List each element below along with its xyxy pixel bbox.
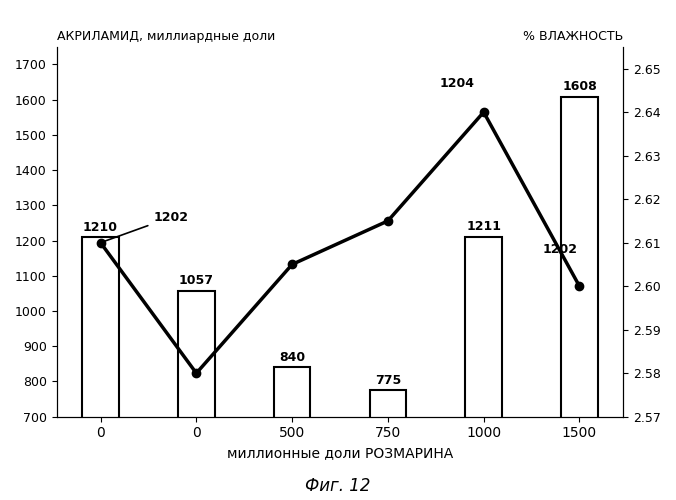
Bar (561, 97, 598, 500)
Bar (82, 237, 119, 500)
Text: 1204: 1204 (439, 78, 475, 90)
Bar (274, 368, 310, 500)
Text: АКРИЛАМИД, миллиардные доли: АКРИЛАМИД, миллиардные доли (57, 30, 275, 43)
Text: % ВЛАЖНОСТЬ: % ВЛАЖНОСТЬ (523, 30, 623, 43)
Bar (178, 291, 214, 500)
Text: 1210: 1210 (83, 220, 118, 234)
Text: 1202: 1202 (543, 242, 578, 256)
Text: 1202: 1202 (103, 211, 188, 242)
Text: 1211: 1211 (466, 220, 501, 233)
Bar (466, 236, 502, 500)
Text: 775: 775 (375, 374, 401, 387)
Text: 1057: 1057 (179, 274, 214, 287)
Bar (370, 390, 406, 500)
X-axis label: миллионные доли РОЗМАРИНА: миллионные доли РОЗМАРИНА (227, 446, 453, 460)
Text: Фиг. 12: Фиг. 12 (306, 477, 370, 495)
Text: 840: 840 (279, 351, 305, 364)
Text: 1608: 1608 (562, 80, 597, 94)
